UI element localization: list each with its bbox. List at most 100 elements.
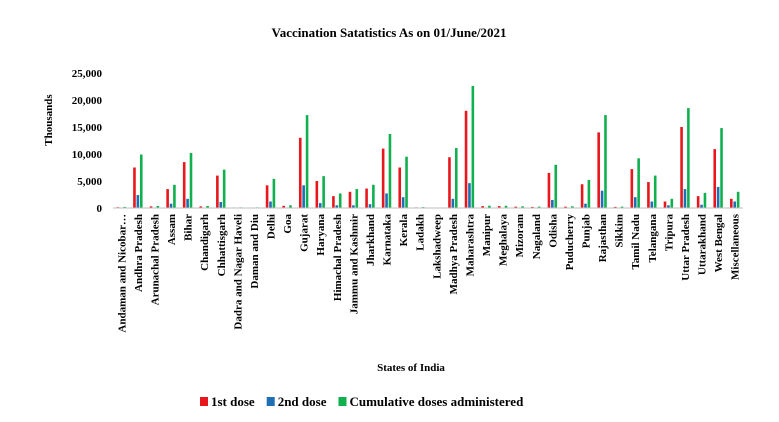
category-label: Jharkhand	[365, 214, 377, 266]
bar-first-dose	[580, 184, 584, 208]
category-label: Ladakh	[415, 214, 427, 251]
category-label: Himachal Pradesh	[332, 214, 344, 301]
category-label: Puducherry	[564, 214, 576, 271]
category-label: Mizoram	[514, 214, 526, 257]
legend-label: 1st dose	[211, 394, 255, 409]
category-label: Uttar Pradesh	[680, 214, 692, 281]
category-label: Rajasthan	[597, 214, 609, 262]
category-label: Kerala	[398, 214, 410, 247]
bar-first-dose	[514, 206, 518, 208]
bar-second-dose	[633, 197, 637, 208]
bar-first-dose	[464, 110, 468, 208]
bar-cumulative	[670, 198, 674, 208]
bar-first-dose	[166, 189, 169, 208]
legend-label: 2nd dose	[278, 394, 327, 409]
bar-first-dose	[613, 206, 617, 208]
bar-second-dose	[551, 199, 554, 208]
category-labels: Andaman and Nicobar… Andhra Pradesh Arunac…	[116, 213, 741, 332]
bar-first-dose	[481, 206, 484, 208]
category-label: Sikkim	[614, 214, 626, 248]
category-label: Odisha	[547, 214, 559, 248]
bar-first-dose	[730, 198, 733, 208]
bar-first-dose	[332, 196, 335, 208]
bar-first-dose	[531, 206, 534, 208]
bar-cumulative	[471, 85, 475, 208]
category-label: Tripura	[663, 214, 675, 252]
bars-group	[116, 85, 740, 208]
bar-cumulative	[372, 184, 375, 208]
y-tick-label: 0	[97, 203, 103, 215]
bar-first-dose	[497, 206, 501, 208]
category-label: Dadra and Nagar Haveli	[232, 214, 244, 330]
bar-first-dose	[182, 162, 186, 208]
chart-title: Vaccination Satatistics As on 01/June/20…	[272, 25, 507, 40]
bar-cumulative	[355, 189, 359, 208]
bar-first-dose	[680, 127, 683, 208]
category-label: Nagaland	[531, 214, 543, 259]
category-label: Andaman and Nicobar…	[116, 214, 128, 333]
bar-second-dose	[401, 197, 405, 208]
bar-first-dose	[133, 167, 136, 208]
y-tick-label: 5,000	[77, 176, 102, 188]
bar-cumulative	[322, 176, 325, 208]
bar-second-dose	[335, 205, 339, 208]
bar-first-dose	[713, 149, 717, 208]
bar-first-dose	[398, 167, 402, 208]
bar-cumulative	[571, 206, 574, 208]
category-label: Maharashtra	[464, 214, 476, 277]
y-tick-label: 20,000	[72, 95, 103, 107]
category-label: West Bengal	[713, 214, 725, 272]
bar-first-dose	[265, 185, 269, 208]
bar-cumulative	[587, 179, 591, 208]
y-tick-label: 25,000	[72, 68, 103, 80]
bar-cumulative	[173, 184, 176, 208]
bar-second-dose	[169, 203, 173, 208]
y-axis-ticks: 0 5,000 10,000 15,000 20,000 25,000	[72, 68, 103, 215]
bar-second-dose	[667, 205, 670, 208]
bar-cumulative	[653, 175, 657, 208]
bar-first-dose	[597, 132, 600, 208]
category-label: Delhi	[266, 214, 278, 239]
bar-first-dose	[663, 201, 667, 208]
y-tick-label: 10,000	[72, 149, 103, 161]
bar-cumulative	[454, 148, 458, 208]
bar-second-dose	[700, 204, 703, 208]
bar-cumulative	[504, 205, 508, 208]
bar-second-dose	[733, 201, 737, 208]
legend-label: Cumulative doses administered	[349, 394, 524, 409]
legend-swatch	[200, 397, 208, 406]
bar-first-dose	[365, 188, 368, 208]
y-tick-label: 15,000	[72, 122, 103, 134]
bar-cumulative	[289, 205, 292, 208]
category-label: Chandigarh	[199, 214, 211, 271]
category-label: Goa	[282, 214, 294, 234]
bar-first-dose	[315, 181, 319, 208]
category-label: Lakshadweep	[431, 214, 443, 279]
category-label: Daman and Diu	[249, 214, 261, 289]
bar-second-dose	[352, 205, 355, 208]
bar-cumulative	[206, 205, 209, 208]
bar-cumulative	[720, 128, 723, 208]
bar-first-dose	[448, 157, 451, 208]
bar-first-dose	[647, 182, 650, 208]
category-label: Chhattisgarh	[216, 214, 228, 276]
legend: 1st dose 2nd dose Cumulative doses adminis…	[200, 394, 524, 409]
bar-cumulative	[604, 115, 607, 208]
bar-second-dose	[600, 190, 604, 208]
bar-cumulative	[405, 156, 408, 208]
bar-first-dose	[216, 175, 219, 208]
bar-second-dose	[368, 204, 372, 208]
bar-first-dose	[348, 191, 352, 208]
bar-cumulative	[338, 193, 342, 208]
bar-first-dose	[282, 205, 285, 208]
bar-second-dose	[650, 201, 654, 208]
legend-swatch	[338, 397, 347, 406]
bar-cumulative	[189, 152, 193, 208]
bar-cumulative	[272, 178, 276, 208]
bar-second-dose	[584, 203, 587, 208]
bar-cumulative	[521, 206, 524, 208]
category-label: Madhya Pradesh	[448, 214, 460, 294]
bar-second-dose	[683, 189, 687, 208]
bar-cumulative	[123, 206, 126, 208]
